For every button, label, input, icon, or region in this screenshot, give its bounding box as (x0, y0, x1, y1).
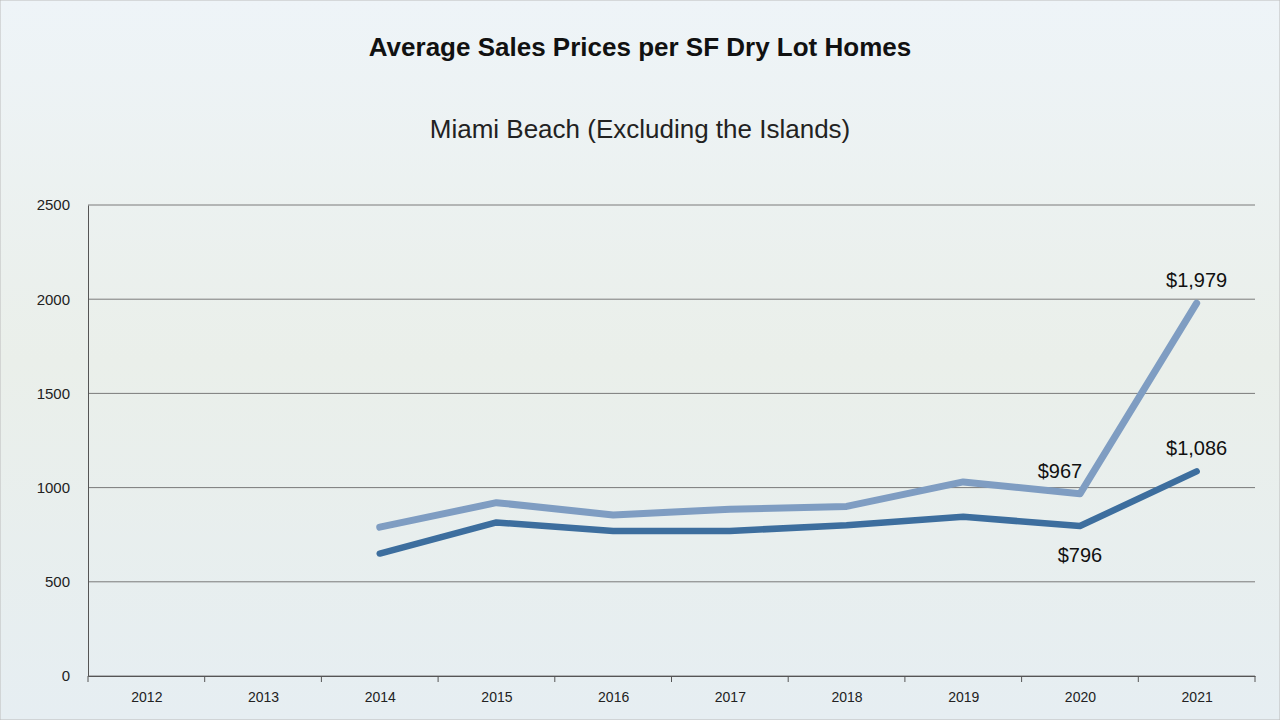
x-tick-label: 2019 (948, 689, 979, 705)
chart: Average Sales Prices per SF Dry Lot Home… (0, 0, 1280, 720)
category-separator (88, 676, 89, 682)
grid-line (88, 299, 1255, 300)
y-tick-label: 2500 (37, 196, 70, 213)
background (0, 0, 1280, 720)
y-tick: 1000 (37, 479, 88, 496)
y-tick: 500 (45, 573, 88, 590)
x-tick-label: 2017 (715, 689, 746, 705)
y-tick: 1500 (37, 385, 88, 402)
y-tick-label: 0 (62, 667, 70, 684)
category-separator (1021, 676, 1022, 682)
x-tick-label: 2020 (1065, 689, 1096, 705)
category-separator (438, 676, 439, 682)
data-label: $1,979 (1166, 269, 1227, 291)
data-label: $796 (1058, 544, 1103, 566)
x-tick-label: 2018 (831, 689, 862, 705)
grid (88, 205, 1255, 676)
x-tick: 2019 (948, 676, 979, 705)
x-tick: 2018 (831, 676, 862, 705)
x-tick: 2012 (131, 676, 162, 705)
x-tick-label: 2013 (248, 689, 279, 705)
series-line (380, 303, 1197, 527)
x-tick-label: 2015 (481, 689, 512, 705)
category-separator (321, 676, 322, 682)
category-separator (904, 676, 905, 682)
series-line (380, 471, 1197, 553)
x-tick: 2021 (1182, 676, 1213, 705)
category-separator (788, 676, 789, 682)
data-label: $967 (1038, 460, 1083, 482)
y-tick-label: 1500 (37, 385, 70, 402)
y-tick: 2500 (37, 196, 88, 213)
x-tick: 2016 (598, 676, 629, 705)
x-tick: 2017 (715, 676, 746, 705)
lines (380, 303, 1197, 553)
y-tick-label: 2000 (37, 291, 70, 308)
x-tick-label: 2014 (365, 689, 396, 705)
y-tick-label: 1000 (37, 479, 70, 496)
data-labels: $967 $1,979 $796 $1,086 (1038, 269, 1228, 566)
y-axis: 0 500 1000 1500 2000 2500 (37, 196, 89, 684)
y-axis-line (88, 206, 89, 677)
y-tick: 2000 (37, 291, 88, 308)
plot: 0 500 1000 1500 2000 2500 2012 2013 2014 2015 2016… (37, 196, 1256, 705)
category-separator (1255, 676, 1256, 682)
category-separator (204, 676, 205, 682)
data-label: $1,086 (1166, 437, 1227, 459)
category-separator (1138, 676, 1139, 682)
grid-line (88, 393, 1255, 394)
x-tick: 2013 (248, 676, 279, 705)
x-axis: 2012 2013 2014 2015 2016 2017 2018 2019 2020 2021 (89, 676, 1256, 705)
y-tick: 0 (62, 667, 88, 684)
category-separator (554, 676, 555, 682)
subtitle: Miami Beach (Excluding the Islands) (430, 114, 851, 144)
grid-line (88, 205, 1255, 206)
x-tick-label: 2012 (131, 689, 162, 705)
category-separator (671, 676, 672, 682)
x-tick-label: 2021 (1182, 689, 1213, 705)
x-tick: 2014 (365, 676, 396, 705)
title: Average Sales Prices per SF Dry Lot Home… (369, 32, 911, 62)
x-tick-label: 2016 (598, 689, 629, 705)
y-tick-label: 500 (45, 573, 70, 590)
x-tick: 2015 (481, 676, 512, 705)
grid-line (88, 581, 1255, 582)
x-tick: 2020 (1065, 676, 1096, 705)
